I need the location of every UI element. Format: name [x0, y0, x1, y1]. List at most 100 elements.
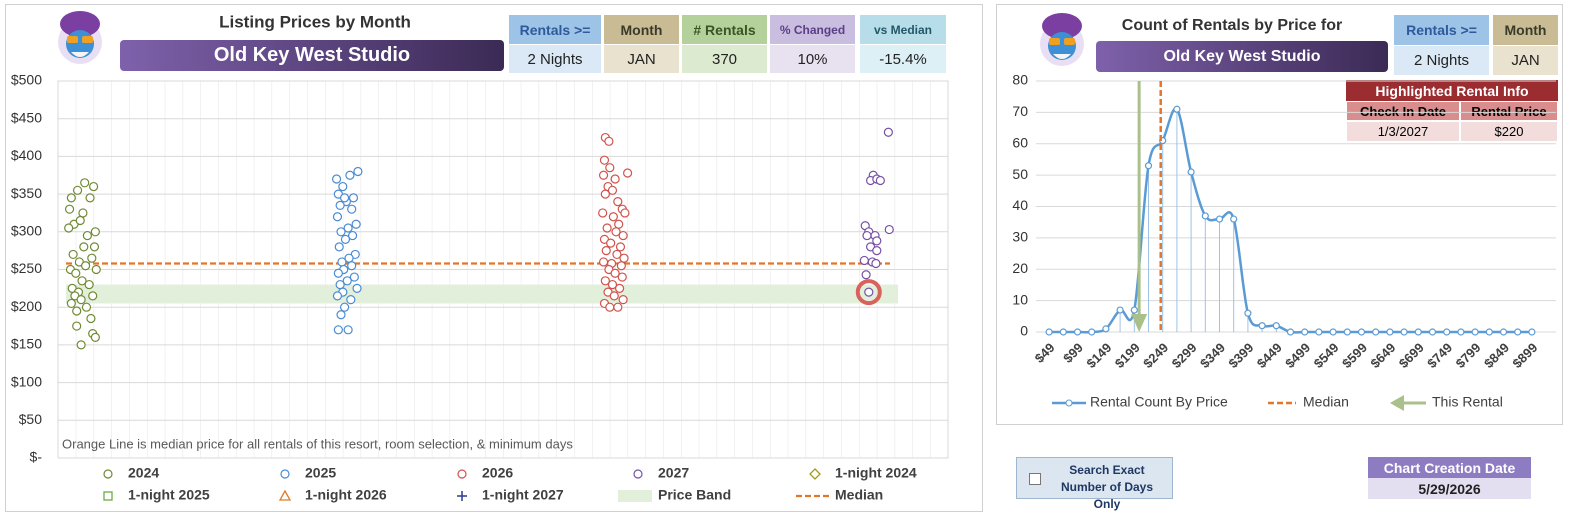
stat-value: 2 Nights — [1394, 46, 1489, 75]
marker — [78, 208, 88, 218]
marker — [346, 295, 356, 305]
marker — [75, 215, 85, 226]
legend-marker — [103, 469, 113, 479]
point — [1485, 328, 1493, 336]
marker — [338, 181, 348, 192]
x-tick-label: $99 — [1060, 340, 1086, 366]
marker — [883, 127, 893, 137]
point — [1428, 328, 1437, 336]
legend-marker — [103, 491, 113, 501]
legend-marker — [633, 469, 643, 479]
x-tick-label: $399 — [1225, 340, 1256, 371]
marker — [606, 238, 616, 248]
marker — [608, 212, 618, 222]
marker — [76, 340, 86, 350]
y-tick-label: 30 — [1012, 229, 1028, 245]
y-tick-label: $100 — [11, 373, 42, 389]
chart-title: Listing Prices by Month — [219, 12, 411, 31]
point — [1244, 309, 1252, 317]
legend-label: Price Band — [658, 487, 731, 503]
checkbox[interactable] — [1029, 473, 1041, 485]
marker — [872, 236, 882, 246]
marker — [605, 302, 615, 312]
checkbox-label[interactable]: Search Exact Number of Days Only — [1060, 463, 1154, 511]
marker — [333, 325, 343, 335]
y-tick-label: $200 — [11, 298, 42, 314]
legend-label: 1-night 2026 — [305, 487, 387, 503]
point — [1514, 328, 1522, 336]
x-tick-label: $549 — [1311, 340, 1342, 371]
y-tick-label: 40 — [1012, 197, 1028, 213]
x-tick-label: $799 — [1453, 340, 1484, 371]
point — [1343, 328, 1351, 336]
legend-swatch — [1390, 395, 1404, 411]
stat-label: Month — [1493, 15, 1558, 45]
point — [1499, 328, 1508, 336]
marker — [84, 279, 94, 290]
marker — [604, 136, 614, 146]
marker — [620, 208, 630, 218]
marker — [347, 204, 357, 214]
y-tick-label: $450 — [11, 109, 42, 125]
x-tick-label: $349 — [1197, 340, 1228, 371]
point — [1116, 306, 1124, 314]
marker — [599, 155, 610, 165]
x-tick-label: $749 — [1424, 340, 1455, 371]
stat-label: vs Median — [860, 15, 946, 44]
legend-label: Median — [1303, 394, 1349, 410]
legend-label: 1-night 2024 — [835, 465, 917, 481]
legend-marker — [809, 468, 821, 480]
point — [1471, 328, 1479, 336]
x-tick-label: $249 — [1140, 340, 1171, 371]
x-tick-label: $299 — [1169, 340, 1200, 371]
point — [1130, 306, 1138, 314]
marker — [607, 185, 618, 195]
table-title: Highlighted Rental Info — [1346, 80, 1558, 101]
y-tick-label: 60 — [1012, 134, 1028, 150]
marker — [617, 272, 627, 282]
price-band — [66, 284, 898, 304]
marker — [333, 268, 343, 278]
search-option[interactable]: Search Exact Number of Days Only — [1016, 457, 1173, 511]
marker — [64, 223, 74, 233]
marker — [80, 261, 91, 271]
marker — [339, 193, 350, 203]
marker — [351, 219, 361, 229]
marker — [611, 227, 621, 237]
point — [1230, 215, 1238, 223]
marker — [340, 234, 351, 244]
marker — [336, 227, 346, 237]
stat-value: JAN — [1493, 46, 1558, 75]
marker — [348, 193, 359, 203]
point — [1215, 215, 1224, 223]
legend-marker — [457, 469, 467, 479]
marker — [349, 272, 359, 282]
marker — [601, 246, 611, 256]
marker — [622, 168, 633, 178]
marker — [616, 261, 626, 271]
y-tick-label: 20 — [1012, 260, 1028, 276]
marker — [81, 302, 92, 312]
x-tick-label: $449 — [1254, 340, 1285, 371]
stat-label: % Changed — [770, 15, 855, 44]
y-tick-label: $- — [30, 449, 43, 465]
marker — [612, 249, 622, 260]
y-tick-label: $300 — [11, 223, 42, 239]
marker — [864, 287, 874, 297]
point — [1315, 328, 1323, 336]
y-tick-label: 10 — [1012, 291, 1028, 307]
point — [1201, 212, 1209, 220]
marker — [618, 295, 628, 305]
legend-label: 1-night 2027 — [482, 487, 564, 503]
y-tick-label: $50 — [19, 411, 43, 427]
stat-value: -15.4% — [860, 45, 946, 73]
date-label: Chart Creation Date — [1368, 457, 1531, 478]
marker — [347, 261, 357, 271]
marker — [332, 212, 343, 222]
marker — [615, 242, 626, 252]
marker — [609, 291, 619, 301]
x-tick-label: $199 — [1112, 340, 1143, 371]
point — [1173, 105, 1181, 113]
marker — [66, 298, 76, 309]
marker — [352, 283, 362, 293]
